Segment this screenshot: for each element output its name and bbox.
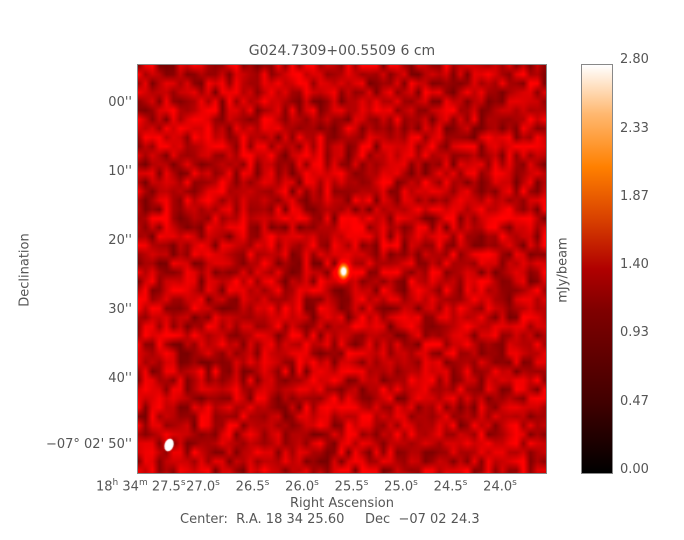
colorbar-tick-label: 2.33: [620, 120, 649, 136]
x-tick-label: 25.5s: [334, 478, 369, 495]
radio-map: [138, 65, 546, 473]
x-tick-label: 24.5s: [433, 478, 468, 495]
colorbar-tick-label: 0.93: [620, 325, 649, 341]
y-tick-label: 10'': [108, 164, 132, 179]
x-tick-label: 27.0s: [186, 478, 220, 495]
x-tick-label: 25.0s: [384, 478, 418, 495]
chart-title: G024.7309+00.5509 6 cm: [248, 43, 436, 59]
x-prefix: 18h 34m 27.5s: [96, 478, 186, 495]
y-tick-label: 00'': [108, 95, 132, 110]
colorbar: [581, 64, 613, 474]
colorbar-tick-label: 0.00: [620, 462, 649, 477]
y-tick-label: 20'': [108, 233, 132, 248]
y-last-tick-group: −07° 02' 50'': [46, 437, 132, 452]
colorbar-tick-label: 1.87: [620, 188, 649, 204]
x-axis-label: Right Ascension: [290, 496, 394, 511]
x-tick-label: 26.0s: [285, 478, 319, 495]
image-plot: [137, 64, 547, 474]
colorbar-label: mJy/beam: [555, 237, 571, 303]
colorbar-tick-label: 0.47: [620, 393, 649, 409]
x-tick-label: 24.0s: [483, 478, 517, 495]
colorbar-tick-label: 1.40: [620, 257, 649, 273]
colorbar-tick-label: 2.80: [620, 52, 649, 68]
y-prefix: −07° 02': [45, 437, 105, 452]
center-coords: Center: R.A. 18 34 25.60 Dec −07 02 24.3: [180, 512, 480, 527]
y-tick-label: 40'': [108, 371, 132, 386]
y-axis-label: Declination: [17, 233, 33, 307]
y-tick-label: 50'': [108, 437, 132, 452]
y-tick-label: 30'': [108, 302, 132, 317]
x-tick-label: 26.5s: [235, 478, 270, 495]
